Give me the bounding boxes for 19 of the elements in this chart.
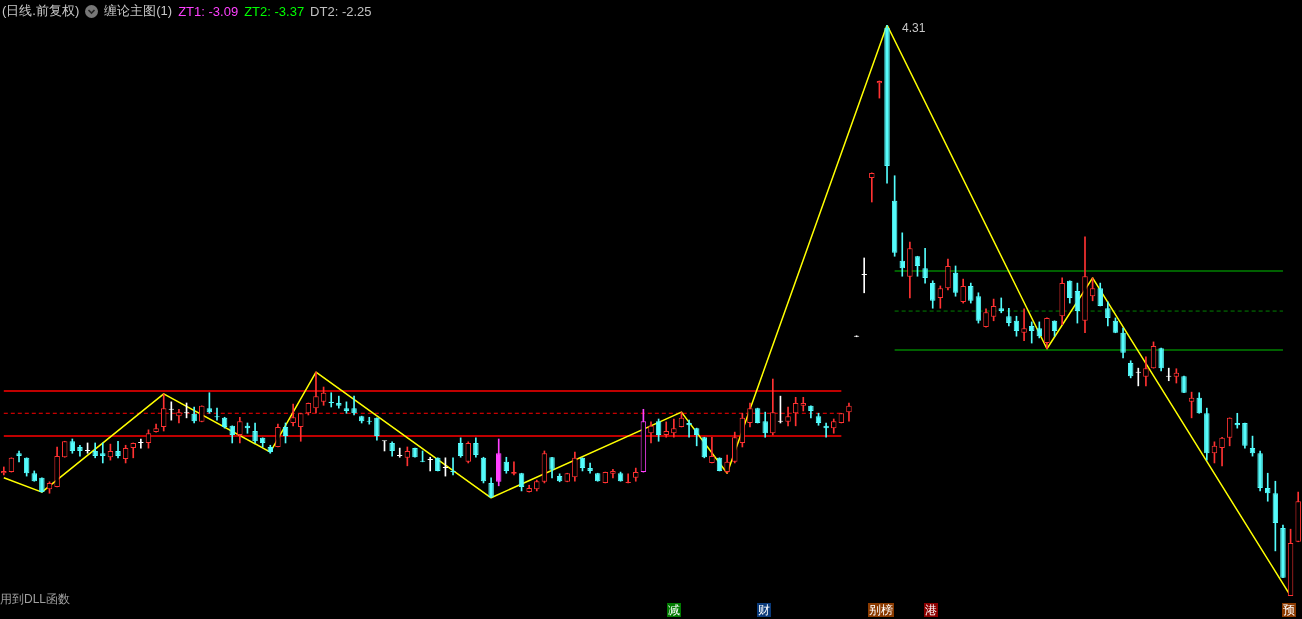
candlestick [671, 418, 677, 438]
text: ZT1: -3.09 [178, 3, 239, 19]
chart-title: (日线.前复权) [2, 2, 80, 20]
text: 预 [1282, 603, 1296, 617]
text: 财 [757, 603, 771, 617]
text: ZT2: -3.37 [244, 3, 305, 19]
text: 港 [924, 603, 938, 617]
candlestick [397, 447, 403, 458]
annotation: 4.31 [902, 21, 926, 36]
text: 减 [667, 603, 681, 617]
candlestick [869, 172, 875, 203]
candlestick [100, 442, 106, 464]
candlestick [1021, 308, 1027, 342]
text: DT2: -2.25 [310, 3, 372, 19]
text: 别榜 [868, 603, 894, 617]
candlestick [800, 396, 807, 412]
chart-subtitle: 缠论主图(1) [104, 2, 173, 20]
candlestick [998, 297, 1004, 314]
annotation: 用到DLL函数 [0, 591, 71, 608]
